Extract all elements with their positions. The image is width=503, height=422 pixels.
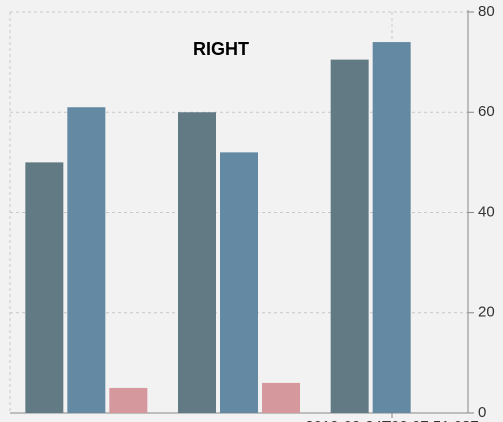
y-tick-label: 80	[478, 3, 495, 20]
y-tick-label: 40	[478, 203, 495, 220]
bar	[330, 59, 369, 414]
bar	[262, 382, 300, 413]
y-tick-label: 60	[478, 103, 495, 120]
bar	[220, 152, 258, 413]
y-tick-label: 0	[478, 404, 486, 421]
bar	[178, 112, 216, 413]
y-tick-label: 20	[478, 304, 495, 321]
x-tick-label: 2019-09-24T09:07:51.087	[305, 418, 478, 422]
bar	[109, 387, 148, 413]
bar	[372, 42, 411, 413]
bar	[25, 162, 64, 413]
chart-title: RIGHT	[193, 39, 249, 59]
bar	[67, 107, 106, 414]
